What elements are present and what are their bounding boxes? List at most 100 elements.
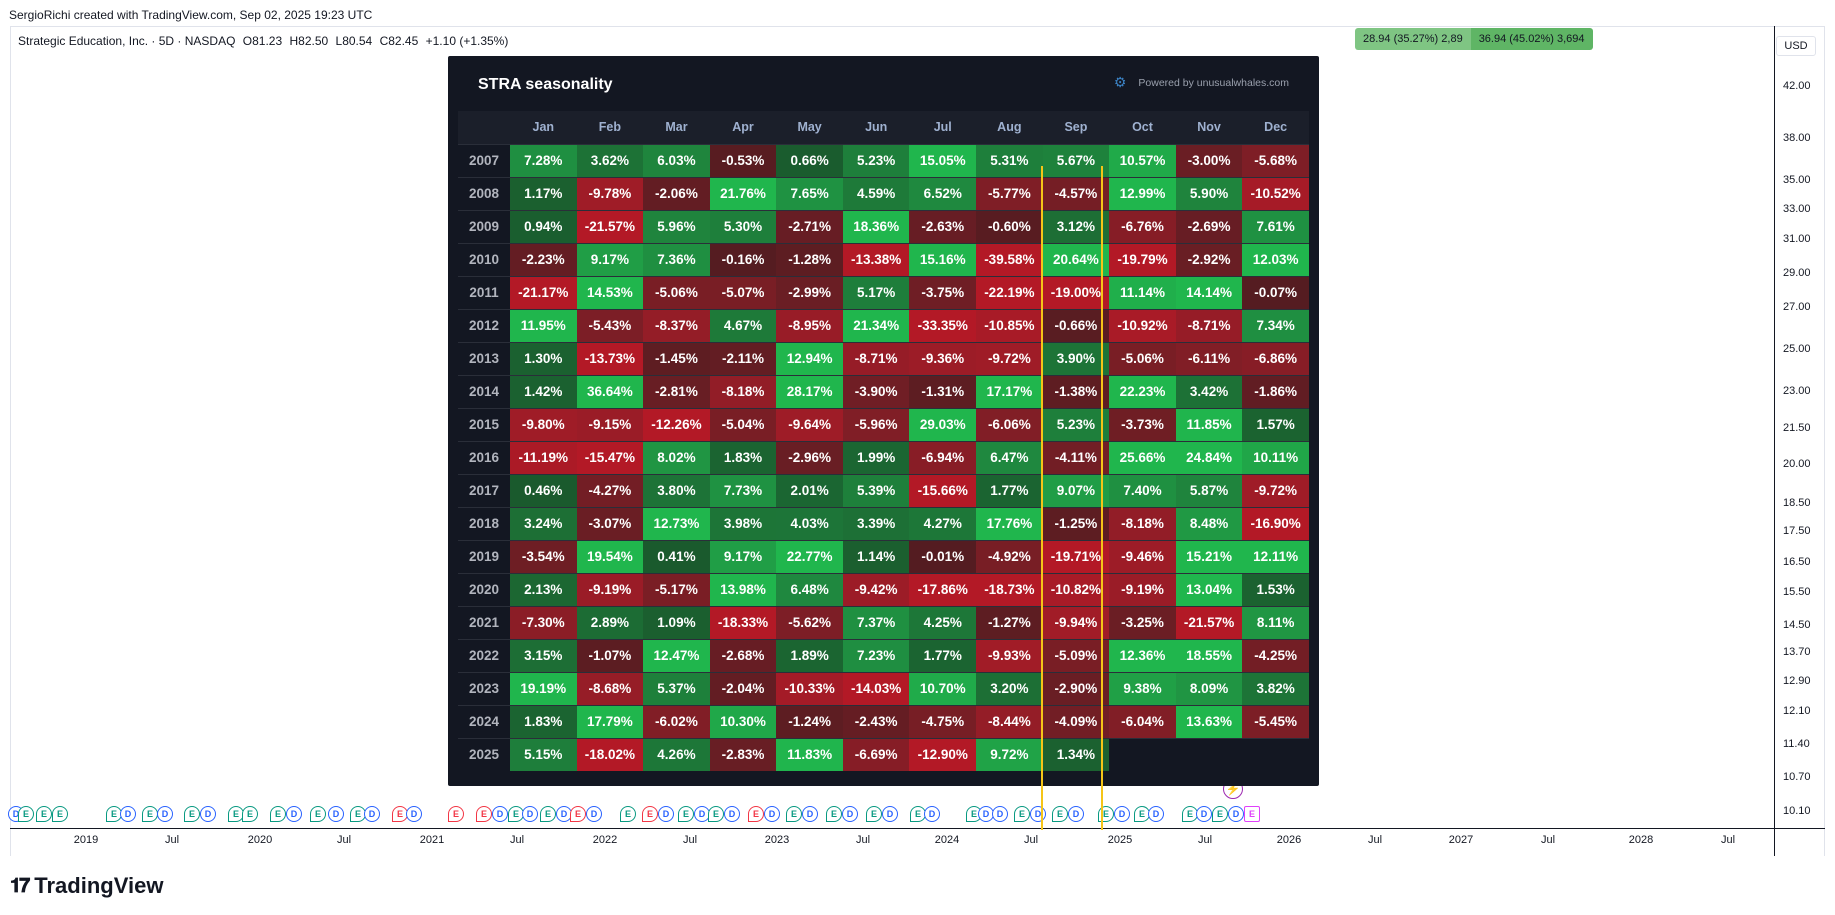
return-cell: 11.83%	[776, 739, 843, 771]
earnings-icon[interactable]: E	[142, 806, 158, 822]
dividend-icon[interactable]: D	[1228, 806, 1244, 822]
earnings-icon[interactable]: E	[36, 806, 52, 822]
month-header: Jul	[933, 120, 952, 134]
dividend-icon[interactable]: D	[120, 806, 136, 822]
dividend-icon[interactable]: D	[1030, 806, 1046, 822]
return-cell: 36.64%	[576, 376, 644, 408]
earnings-icon[interactable]: E	[678, 806, 694, 822]
return-cell: -12.90%	[909, 739, 977, 771]
return-cell: 15.05%	[909, 145, 977, 177]
dividend-icon[interactable]: D	[724, 806, 740, 822]
return-cell: -2.43%	[842, 706, 910, 738]
year-cell: 2024	[458, 706, 510, 738]
time-label: Jul	[1197, 834, 1213, 846]
earnings-icon[interactable]: E	[184, 806, 200, 822]
return-cell: -21.57%	[1175, 607, 1243, 639]
return-cell: 29.03%	[909, 409, 977, 441]
return-cell: 5.31%	[976, 145, 1043, 177]
return-cell: -4.09%	[1042, 706, 1110, 738]
return-cell: 22.77%	[776, 541, 843, 573]
earnings-icon[interactable]: E	[1182, 806, 1198, 822]
return-cell: 21.76%	[709, 178, 777, 210]
return-cell: 3.24%	[510, 508, 577, 540]
earnings-icon[interactable]: E	[708, 806, 724, 822]
return-cell: -14.03%	[842, 673, 910, 705]
return-cell: -1.24%	[776, 706, 843, 738]
earnings-icon[interactable]: E	[18, 806, 34, 822]
return-cell: -8.44%	[976, 706, 1043, 738]
dividend-icon[interactable]: D	[492, 806, 508, 822]
earnings-icon[interactable]: E	[1244, 806, 1260, 822]
dividend-icon[interactable]: D	[802, 806, 818, 822]
return-cell: 1.99%	[842, 442, 910, 474]
return-cell: 17.17%	[976, 376, 1043, 408]
earnings-icon[interactable]: E	[476, 806, 492, 822]
chart-area[interactable]	[10, 26, 1825, 856]
return-cell: -12.26%	[643, 409, 710, 441]
price-label: 31.00	[1783, 233, 1811, 245]
dividend-icon[interactable]: D	[842, 806, 858, 822]
price-label: 33.00	[1783, 203, 1811, 215]
dividend-icon[interactable]: D	[406, 806, 422, 822]
dividend-icon[interactable]: D	[882, 806, 898, 822]
return-cell: -2.06%	[643, 178, 710, 210]
earnings-icon[interactable]: E	[242, 806, 258, 822]
year-row: 2025 5.15% -18.02% 4.26% -2.83% 11.83% -6.69% -…	[458, 738, 1309, 771]
return-cell: 4.67%	[709, 310, 777, 342]
earnings-icon[interactable]: E	[620, 806, 636, 822]
return-cell: -1.07%	[576, 640, 644, 672]
dividend-icon[interactable]: D	[1196, 806, 1212, 822]
earnings-icon[interactable]: E	[786, 806, 802, 822]
earnings-icon[interactable]: E	[392, 806, 408, 822]
time-label: Jul	[1367, 834, 1383, 846]
return-cell: 6.03%	[643, 145, 710, 177]
dividend-icon[interactable]: D	[924, 806, 940, 822]
currency-button[interactable]: USD	[1776, 36, 1816, 56]
dividend-icon[interactable]: D	[200, 806, 216, 822]
dividend-icon[interactable]: D	[1148, 806, 1164, 822]
month-header: Apr	[732, 120, 754, 134]
symbol-name[interactable]: Strategic Education, Inc. · 5D · NASDAQ	[18, 34, 236, 48]
return-cell: 7.23%	[842, 640, 910, 672]
earnings-icon[interactable]: E	[270, 806, 286, 822]
earnings-icon[interactable]: E	[310, 806, 326, 822]
return-cell: -4.92%	[976, 541, 1043, 573]
return-cell: 15.21%	[1175, 541, 1243, 573]
return-cell: -5.96%	[842, 409, 910, 441]
earnings-icon[interactable]: E	[1212, 806, 1228, 822]
dividend-icon[interactable]: D	[658, 806, 674, 822]
time-label: 2027	[1448, 834, 1474, 846]
dividend-icon[interactable]: D	[364, 806, 380, 822]
earnings-icon[interactable]: E	[866, 806, 882, 822]
earnings-icon[interactable]: E	[1014, 806, 1030, 822]
dividend-icon[interactable]: D	[764, 806, 780, 822]
dividend-icon[interactable]: D	[992, 806, 1008, 822]
earnings-icon[interactable]: E	[540, 806, 556, 822]
dividend-icon[interactable]: D	[586, 806, 602, 822]
time-label: Jul	[164, 834, 180, 846]
dividend-icon[interactable]: D	[1114, 806, 1130, 822]
earnings-icon[interactable]: E	[448, 806, 464, 822]
return-cell: 10.30%	[709, 706, 777, 738]
year-cell: 2015	[458, 409, 510, 441]
time-axis[interactable]	[10, 828, 1825, 829]
earnings-icon[interactable]: E	[508, 806, 524, 822]
return-cell: 22.23%	[1109, 376, 1176, 408]
return-cell: 5.67%	[1042, 145, 1110, 177]
earnings-icon[interactable]: E	[748, 806, 764, 822]
earnings-icon[interactable]: E	[642, 806, 658, 822]
price-axis[interactable]	[1774, 26, 1825, 856]
return-cell: -2.69%	[1175, 211, 1243, 243]
earnings-icon[interactable]: E	[826, 806, 842, 822]
earnings-icon[interactable]: E	[1052, 806, 1068, 822]
dividend-icon[interactable]: D	[328, 806, 344, 822]
dividend-icon[interactable]: D	[1068, 806, 1084, 822]
dividend-icon[interactable]: D	[157, 806, 173, 822]
earnings-icon[interactable]: E	[52, 806, 68, 822]
return-cell: -2.04%	[709, 673, 777, 705]
dividend-icon[interactable]: D	[522, 806, 538, 822]
tradingview-logo[interactable]: 𝟏𝟕 TradingView	[10, 873, 163, 899]
earnings-icon[interactable]: E	[570, 806, 586, 822]
earnings-icon[interactable]: E	[106, 806, 122, 822]
dividend-icon[interactable]: D	[286, 806, 302, 822]
